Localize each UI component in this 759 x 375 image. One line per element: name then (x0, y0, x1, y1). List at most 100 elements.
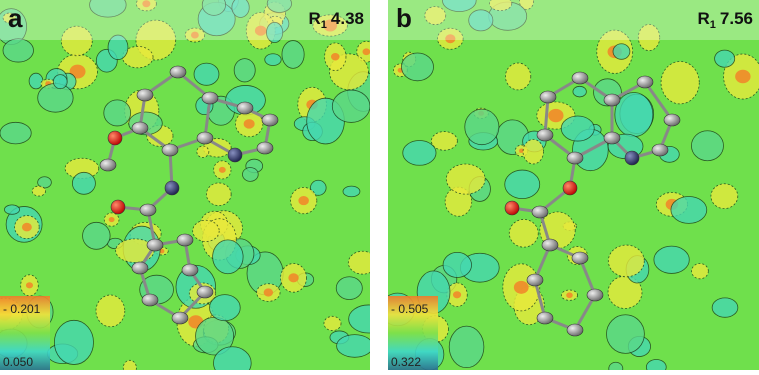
density-blob (402, 140, 437, 166)
atom (171, 311, 189, 325)
atom (586, 288, 604, 302)
atom (196, 131, 214, 145)
density-peak (263, 288, 274, 297)
atom (536, 311, 554, 325)
density-blob (336, 334, 370, 358)
atom (139, 203, 157, 217)
density-peak (142, 0, 151, 8)
r-subscript: 1 (321, 19, 327, 31)
atom (531, 205, 549, 219)
bond (203, 97, 212, 139)
atom (603, 131, 621, 145)
density-blob (522, 138, 544, 165)
density-blob (242, 167, 259, 182)
atom (201, 91, 219, 105)
bond (533, 279, 547, 319)
density-blob (348, 304, 370, 334)
density-blob (614, 92, 654, 138)
density-peak (298, 195, 309, 206)
density-blob (489, 0, 513, 12)
density-blob (71, 171, 96, 195)
density-peak (452, 291, 462, 299)
density-blob (714, 49, 736, 68)
density-blob (310, 179, 327, 196)
atom (663, 113, 681, 127)
density-blob (653, 245, 690, 274)
density-blob (37, 83, 74, 113)
density-blob (691, 263, 709, 280)
r-symbol: R (309, 9, 321, 28)
density-blob (281, 40, 305, 69)
atom (146, 238, 164, 252)
density-peak (331, 53, 340, 61)
color-bar (0, 296, 50, 370)
density-peak (548, 108, 564, 123)
density-blob (445, 163, 486, 195)
atom (161, 143, 179, 157)
density-peak (288, 273, 299, 283)
density-blob (115, 238, 155, 263)
panel-label: b (396, 3, 412, 33)
density-blob (264, 53, 282, 66)
atom (636, 75, 654, 89)
density-peak (25, 282, 34, 289)
density-blob (212, 239, 244, 275)
density-blob (660, 61, 700, 105)
atom (256, 141, 274, 155)
density-blob (206, 182, 232, 207)
r-symbol: R (698, 9, 710, 28)
atom (169, 65, 187, 79)
density-blob (424, 6, 447, 26)
density-blob (448, 325, 485, 369)
top-band (388, 0, 759, 40)
density-peak (566, 292, 573, 299)
atom (181, 263, 199, 277)
density-blob (95, 294, 126, 328)
atom (136, 88, 154, 102)
density-blob (323, 315, 342, 331)
scale-min-label: 0.050 (3, 355, 33, 369)
density-peak (735, 69, 751, 84)
density-blob (107, 34, 129, 60)
atom (504, 200, 520, 216)
bond (573, 294, 597, 331)
r-value: 7.56 (720, 9, 753, 28)
density-peak (323, 19, 338, 32)
density-blob (430, 131, 458, 151)
density-blob (606, 314, 645, 354)
density-blob (2, 12, 17, 24)
atom (176, 233, 194, 247)
atom (651, 143, 669, 157)
density-blob (710, 183, 739, 210)
scale-min-label: 0.322 (391, 355, 421, 369)
atom (566, 151, 584, 165)
atom (603, 93, 621, 107)
atom (164, 180, 180, 196)
top-band (0, 0, 370, 40)
density-blob (442, 0, 477, 12)
density-blob (4, 204, 20, 215)
density-blob (266, 0, 292, 13)
atom (541, 238, 559, 252)
density-blob (468, 9, 494, 32)
density-blob (670, 196, 708, 224)
density-blob (508, 219, 539, 248)
density-blob (612, 43, 631, 60)
atom (227, 147, 243, 163)
scale-max-label: - 0.505 (391, 302, 429, 316)
density-blob (52, 74, 68, 90)
atom (99, 158, 117, 172)
density-blob (711, 297, 739, 318)
density-peak (21, 222, 32, 232)
density-blob (342, 185, 361, 198)
density-peak (218, 166, 226, 173)
density-blob (231, 0, 250, 18)
density-peak (190, 31, 199, 39)
scale-max-label: - 0.201 (3, 302, 41, 316)
density-blob (266, 21, 284, 44)
panel-b: - 0.505 0.322 b R1 7.56 (388, 0, 759, 370)
density-blob (213, 346, 252, 370)
density-peak (445, 34, 456, 44)
bond (578, 257, 597, 296)
